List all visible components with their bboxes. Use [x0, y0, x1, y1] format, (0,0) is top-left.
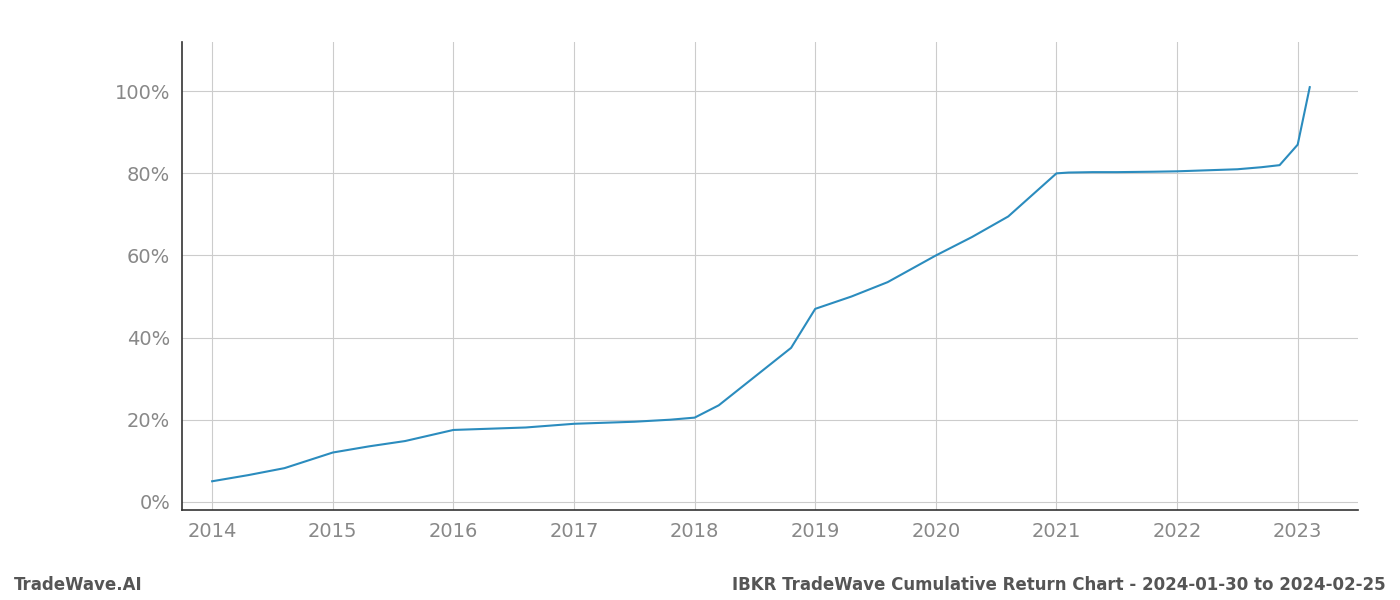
Text: TradeWave.AI: TradeWave.AI — [14, 576, 143, 594]
Text: IBKR TradeWave Cumulative Return Chart - 2024-01-30 to 2024-02-25: IBKR TradeWave Cumulative Return Chart -… — [732, 576, 1386, 594]
